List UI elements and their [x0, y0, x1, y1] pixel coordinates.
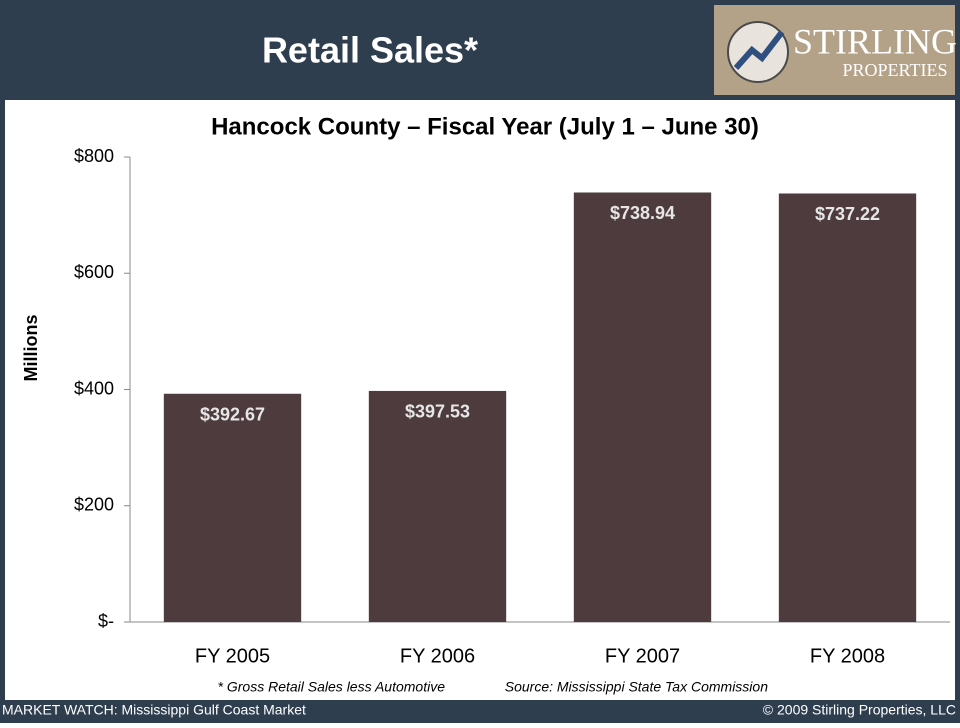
y-tick-label: $800: [74, 146, 114, 166]
footnote: * Gross Retail Sales less Automotive: [218, 679, 446, 695]
bar: [163, 393, 302, 622]
value-label: $392.67: [200, 405, 265, 425]
y-tick-label: $200: [74, 495, 114, 515]
y-tick-label: $-: [98, 611, 114, 631]
value-label: $737.22: [815, 204, 880, 224]
bar: [368, 390, 507, 622]
chart-title: Hancock County – Fiscal Year (July 1 – J…: [211, 113, 759, 140]
logo-name: STIRLING: [793, 21, 957, 61]
x-tick-label: FY 2008: [810, 645, 885, 667]
x-tick-label: FY 2005: [195, 645, 270, 667]
bar: [573, 192, 712, 622]
y-tick-label: $600: [74, 262, 114, 282]
x-tick-label: FY 2006: [400, 645, 475, 667]
y-tick-label: $400: [74, 378, 114, 398]
value-label: $738.94: [610, 203, 675, 223]
slide-title: Retail Sales*: [262, 30, 478, 71]
footer-left: MARKET WATCH: Mississippi Gulf Coast Mar…: [2, 702, 306, 718]
logo-arrow: [733, 30, 785, 70]
value-label: $397.53: [405, 402, 470, 422]
source: Source: Mississippi State Tax Commission: [505, 679, 768, 695]
y-axis-label: Millions: [21, 315, 41, 382]
logo: STIRLING PROPERTIES: [714, 5, 957, 95]
logo-sub: PROPERTIES: [843, 60, 948, 80]
footer-right: © 2009 Stirling Properties, LLC: [763, 702, 956, 718]
bar: [778, 193, 917, 622]
x-tick-label: FY 2007: [605, 645, 680, 667]
